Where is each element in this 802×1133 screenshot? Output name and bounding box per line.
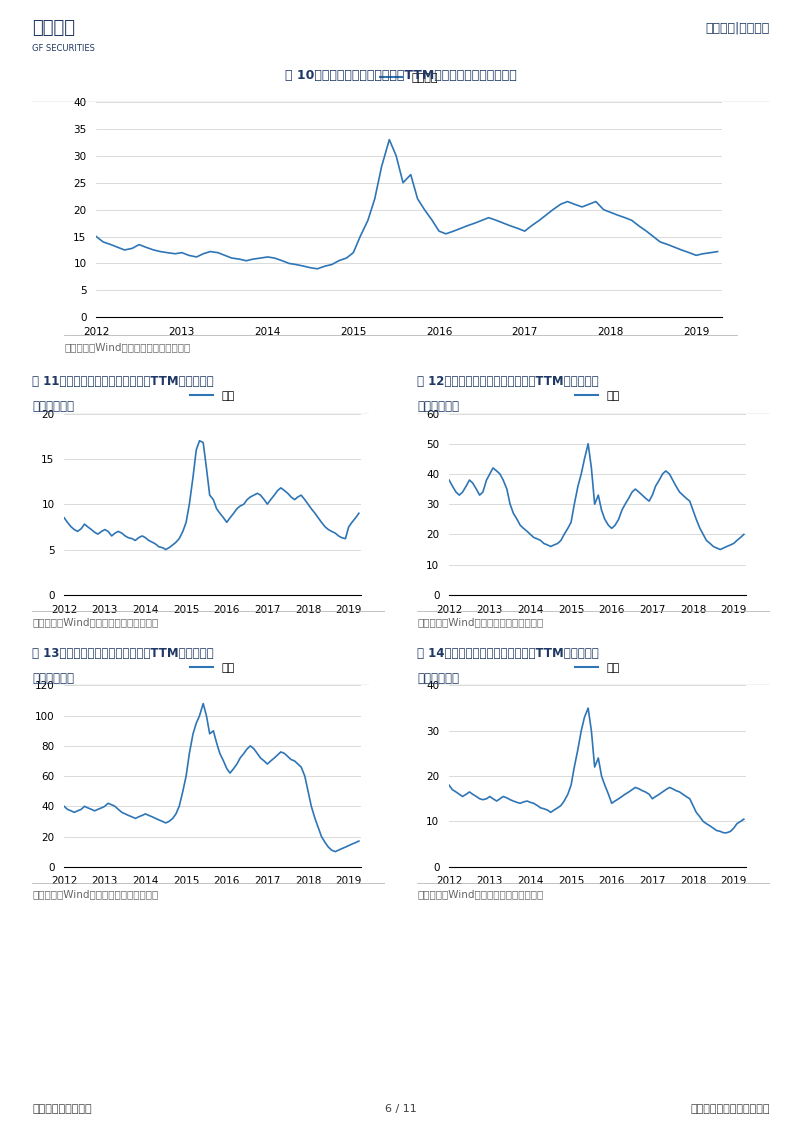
Text: 跟踪分析|建筑装饰: 跟踪分析|建筑装饰 xyxy=(706,22,770,35)
Text: 图 13：园林子板块历史估值情况（TTM，整体法）: 图 13：园林子板块历史估值情况（TTM，整体法） xyxy=(32,647,213,659)
Text: （单位：倍）: （单位：倍） xyxy=(417,400,459,412)
Text: （单位：倍）: （单位：倍） xyxy=(417,672,459,684)
Text: 图 10：建筑行业历史估值情况（TTM，整体法）（单位：倍）: 图 10：建筑行业历史估值情况（TTM，整体法）（单位：倍） xyxy=(286,69,516,82)
Text: 请务必阅读末页的免责声明: 请务必阅读末页的免责声明 xyxy=(691,1105,770,1114)
Text: （单位：倍）: （单位：倍） xyxy=(32,672,74,684)
Text: 数据来源：Wind、广发证券发展研究中心: 数据来源：Wind、广发证券发展研究中心 xyxy=(417,617,543,627)
Text: 数据来源：Wind、广发证券发展研究中心: 数据来源：Wind、广发证券发展研究中心 xyxy=(64,342,190,351)
Legend: 建筑装饰: 建筑装饰 xyxy=(376,69,442,87)
Text: GF SECURITIES: GF SECURITIES xyxy=(32,44,95,53)
Text: 图 12：装修子板块历史估值情况（TTM，整体法）: 图 12：装修子板块历史估值情况（TTM，整体法） xyxy=(417,375,598,387)
Text: 6 / 11: 6 / 11 xyxy=(385,1105,417,1114)
Legend: 房建: 房建 xyxy=(186,386,239,406)
Text: 广发证券: 广发证券 xyxy=(32,19,75,37)
Text: 数据来源：Wind、广发证券发展研究中心: 数据来源：Wind、广发证券发展研究中心 xyxy=(32,889,158,898)
Legend: 园林: 园林 xyxy=(186,658,239,678)
Text: 数据来源：Wind、广发证券发展研究中心: 数据来源：Wind、广发证券发展研究中心 xyxy=(417,889,543,898)
Legend: 基建: 基建 xyxy=(571,658,624,678)
Text: 数据来源：Wind、广发证券发展研究中心: 数据来源：Wind、广发证券发展研究中心 xyxy=(32,617,158,627)
Text: （单位：倍）: （单位：倍） xyxy=(32,400,74,412)
Text: 识别风险，发现价值: 识别风险，发现价值 xyxy=(32,1105,91,1114)
Legend: 装修: 装修 xyxy=(571,386,624,406)
Text: 图 11：房建子板块历史估值情况（TTM，整体法）: 图 11：房建子板块历史估值情况（TTM，整体法） xyxy=(32,375,213,387)
Text: 图 14：基建子板块历史估值情况（TTM，整体法）: 图 14：基建子板块历史估值情况（TTM，整体法） xyxy=(417,647,599,659)
